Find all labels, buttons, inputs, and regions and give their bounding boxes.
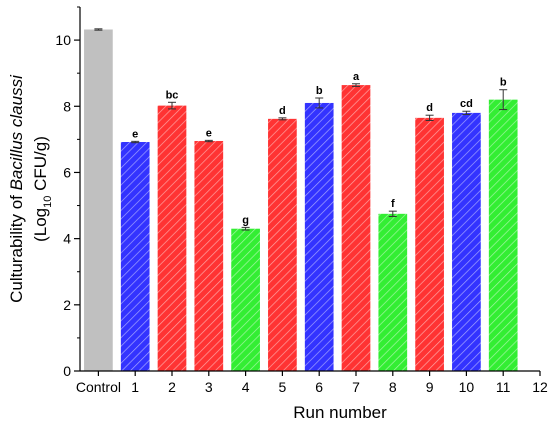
bar-group-11: b <box>488 77 518 372</box>
bars-layer: e bc e g d b a f d cd b <box>84 28 518 372</box>
bar-run-1 <box>120 142 150 371</box>
x-tick-label: Control <box>76 379 121 395</box>
x-tick-label: 1 <box>131 379 139 395</box>
bar-group-1: e <box>120 128 150 371</box>
significance-label: cd <box>460 98 473 110</box>
x-tick-label: 6 <box>315 379 323 395</box>
significance-label: e <box>206 127 212 139</box>
significance-label: e <box>132 128 138 140</box>
bar-group-0 <box>84 28 113 371</box>
bar-group-10: cd <box>452 98 481 371</box>
bar-group-6: b <box>304 85 334 372</box>
significance-label: bc <box>166 89 179 101</box>
bar-run-6 <box>304 102 334 372</box>
significance-label: a <box>353 71 360 83</box>
bar-group-2: bc <box>157 89 187 372</box>
x-tick-label: 9 <box>426 379 434 395</box>
y-axis-title-prefix: Culturability of <box>7 190 26 302</box>
bar-run-7 <box>341 85 371 371</box>
bar-run-11 <box>488 99 518 372</box>
significance-label: b <box>500 77 507 89</box>
bar-run-10 <box>452 112 481 371</box>
x-tick-label: 12 <box>532 379 548 395</box>
bar-run-3 <box>194 141 224 371</box>
bar-group-9: d <box>415 102 444 371</box>
x-tick-label: 8 <box>389 379 397 395</box>
significance-label: b <box>316 85 323 97</box>
x-axis-title: Run number <box>293 403 387 422</box>
y-tick-label: 10 <box>55 32 71 48</box>
bar-control <box>84 29 113 371</box>
bar-run-4 <box>231 228 260 371</box>
y-axis-unit-suffix: CFU/g) <box>31 136 50 196</box>
bar-run-9 <box>415 117 444 371</box>
bar-run-2 <box>157 105 187 372</box>
y-tick-label: 8 <box>63 98 71 114</box>
y-axis-title-line2: (Log10 CFU/g) <box>31 136 54 242</box>
y-tick-label: 2 <box>63 297 71 313</box>
significance-label: g <box>242 214 249 226</box>
y-axis-title-line1: Culturability of Bacillus claussi <box>7 74 26 303</box>
bar-group-5: d <box>268 105 297 371</box>
bar-group-8: f <box>378 198 408 371</box>
bar-run-8 <box>378 213 408 371</box>
y-axis-title-species: Bacillus claussi <box>7 74 26 190</box>
x-tick-label: 11 <box>496 379 511 395</box>
significance-label: d <box>426 102 433 114</box>
bar-group-3: e <box>194 127 224 371</box>
bar-group-7: a <box>341 71 371 371</box>
x-tick-label: 7 <box>352 379 360 395</box>
y-tick-label: 0 <box>63 363 71 379</box>
y-axis-unit-prefix: (Log <box>31 208 50 242</box>
x-tick-label: 5 <box>279 379 287 395</box>
x-tick-label: 10 <box>459 379 475 395</box>
y-axis-unit-subscript: 10 <box>42 196 54 208</box>
bar-run-5 <box>268 118 297 371</box>
significance-label: d <box>279 105 286 117</box>
y-tick-label: 4 <box>63 231 71 247</box>
x-tick-label: 3 <box>205 379 213 395</box>
significance-label: f <box>391 198 395 210</box>
axes-layer <box>79 7 540 372</box>
x-tick-label: 2 <box>168 379 176 395</box>
bar-group-4: g <box>231 214 260 371</box>
y-tick-label: 6 <box>63 164 71 180</box>
x-tick-label: 4 <box>242 379 250 395</box>
